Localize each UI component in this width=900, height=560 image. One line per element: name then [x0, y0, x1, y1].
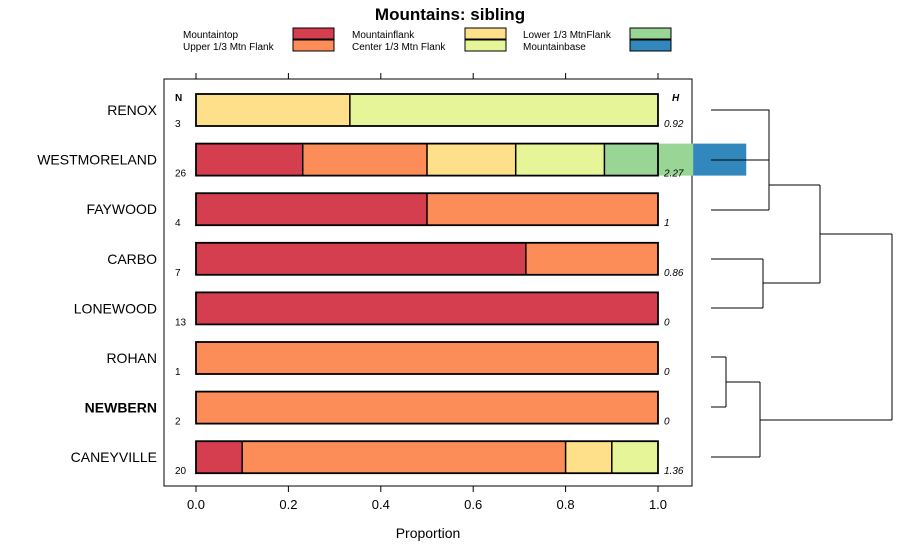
- x-axis: 0.0 0.2 0.4 0.6 0.8 1.0: [187, 73, 667, 512]
- site-label-newbern: NEWBERN: [85, 400, 157, 416]
- n-header: N: [175, 93, 182, 104]
- bar-segment-westmoreland-upper-1-3-mtn-flank: [302, 143, 427, 176]
- bar-segment-westmoreland-center-1-3-mtn-flank: [515, 143, 605, 176]
- h-value-faywood: 1: [664, 218, 670, 229]
- dendrogram-join-upper-cluster: [819, 185, 892, 283]
- bar-segment-carbo-mountaintop: [196, 242, 526, 275]
- x-tick-label-0: 0.0: [187, 497, 205, 512]
- dendrogram-join-rohan-newbern: [725, 357, 760, 407]
- n-value-lonewood: 13: [175, 317, 187, 328]
- bar-outline-caneyville: [195, 440, 659, 475]
- n-value-faywood: 4: [175, 218, 181, 229]
- bar-outline-carbo: [195, 241, 659, 276]
- plot-frame: [163, 78, 693, 487]
- h-value-caneyville: 1.36: [664, 466, 684, 477]
- bar-segment-caneyville-center-1-3-mtn-flank: [611, 441, 658, 474]
- bar-outline-faywood: [195, 192, 659, 227]
- h-header: H: [672, 93, 680, 104]
- bar-outline-newbern: [195, 390, 659, 425]
- site-label-faywood: FAYWOOD: [86, 201, 157, 217]
- h-value-rohan: 0: [664, 367, 670, 378]
- bar-segment-renox-mountainflank: [196, 94, 350, 126]
- h-value-westmoreland: 2.27: [663, 169, 684, 180]
- h-value-lonewood: 0: [664, 317, 670, 328]
- n-value-newbern: 2: [175, 417, 181, 428]
- bar-outline-rohan: [195, 341, 659, 375]
- x-tick-label-4: 0.8: [557, 497, 575, 512]
- legend-label-mountainbase: Mountainbase: [523, 42, 586, 53]
- dendrogram-join-renox-westmoreland-faywood: [768, 110, 820, 210]
- legend-label-center-1-3-mtn-flank: Center 1/3 Mtn Flank: [352, 42, 446, 53]
- x-axis-title: Proportion: [396, 525, 461, 541]
- bar-outline-lonewood: [195, 291, 659, 326]
- legend-label-lower-1-3-mtnflank: Lower 1/3 MtnFlank: [523, 30, 612, 41]
- bar-segment-westmoreland-mountainflank: [427, 143, 516, 176]
- chart-title: Mountains: sibling: [375, 5, 525, 24]
- site-label-rohan: ROHAN: [106, 350, 157, 366]
- legend-swatch-mountainbase: [629, 39, 672, 52]
- site-label-westmoreland: WESTMORELAND: [37, 152, 157, 168]
- n-value-rohan: 1: [175, 367, 181, 378]
- x-tick-label-1: 0.2: [279, 497, 297, 512]
- bar-segment-rohan-upper-1-3-mtn-flank: [196, 342, 658, 374]
- x-tick-label-3: 0.6: [464, 497, 482, 512]
- bar-segment-newbern-upper-1-3-mtn-flank: [196, 391, 658, 424]
- site-label-renox: RENOX: [107, 102, 157, 118]
- dendrogram-join-carbo-lonewood: [762, 259, 820, 308]
- bar-segment-carbo-upper-1-3-mtn-flank: [525, 242, 658, 275]
- bar-segment-lonewood-mountaintop: [196, 292, 658, 325]
- bar-segment-faywood-upper-1-3-mtn-flank: [427, 193, 658, 226]
- n-value-renox: 3: [175, 119, 181, 130]
- site-label-caneyville: CANEYVILLE: [71, 449, 157, 465]
- n-value-westmoreland: 26: [175, 169, 187, 180]
- site-label-carbo: CARBO: [107, 251, 157, 267]
- h-value-carbo: 0.86: [664, 268, 684, 279]
- legend-label-mountainflank: Mountainflank: [352, 30, 415, 41]
- dendrogram-join-lower-cluster: [759, 382, 892, 457]
- legend-swatch-center-1-3-mtn-flank: [464, 39, 507, 52]
- dendrogram: [711, 109, 893, 458]
- legend-label-upper-1-3-mtn-flank: Upper 1/3 Mtn Flank: [183, 42, 275, 53]
- bar-segment-westmoreland-lower-1-3-mtnflank: [604, 143, 694, 176]
- bar-outline-renox: [195, 93, 659, 127]
- legend-swatch-mountaintop: [292, 27, 335, 40]
- bar-segment-renox-center-1-3-mtn-flank: [349, 94, 658, 126]
- bar-outline-westmoreland: [195, 142, 659, 177]
- bar-segment-caneyville-mountaintop: [196, 441, 243, 474]
- bar-segment-caneyville-upper-1-3-mtn-flank: [242, 441, 566, 474]
- bar-segment-faywood-mountaintop: [196, 193, 427, 226]
- n-value-carbo: 7: [175, 268, 181, 279]
- h-value-newbern: 0: [664, 417, 670, 428]
- n-value-caneyville: 20: [175, 466, 187, 477]
- site-label-lonewood: LONEWOOD: [74, 300, 157, 316]
- bars-group: RENOX 3 0.92 WESTMORELAND 26 2.27 FAYWOOD 4 1 CAR…: [37, 93, 747, 477]
- x-tick-label-2: 0.4: [372, 497, 390, 512]
- x-tick-label-5: 1.0: [649, 497, 667, 512]
- bar-segment-westmoreland-mountaintop: [196, 143, 303, 176]
- bar-segment-caneyville-mountainflank: [565, 441, 612, 474]
- legend-swatch-mountainflank: [464, 27, 507, 40]
- legend-swatch-lower-1-3-mtnflank: [629, 27, 672, 40]
- legend-label-mountaintop: Mountaintop: [183, 30, 238, 41]
- h-value-renox: 0.92: [664, 119, 684, 130]
- legend-swatch-upper-1-3-mtn-flank: [292, 39, 335, 52]
